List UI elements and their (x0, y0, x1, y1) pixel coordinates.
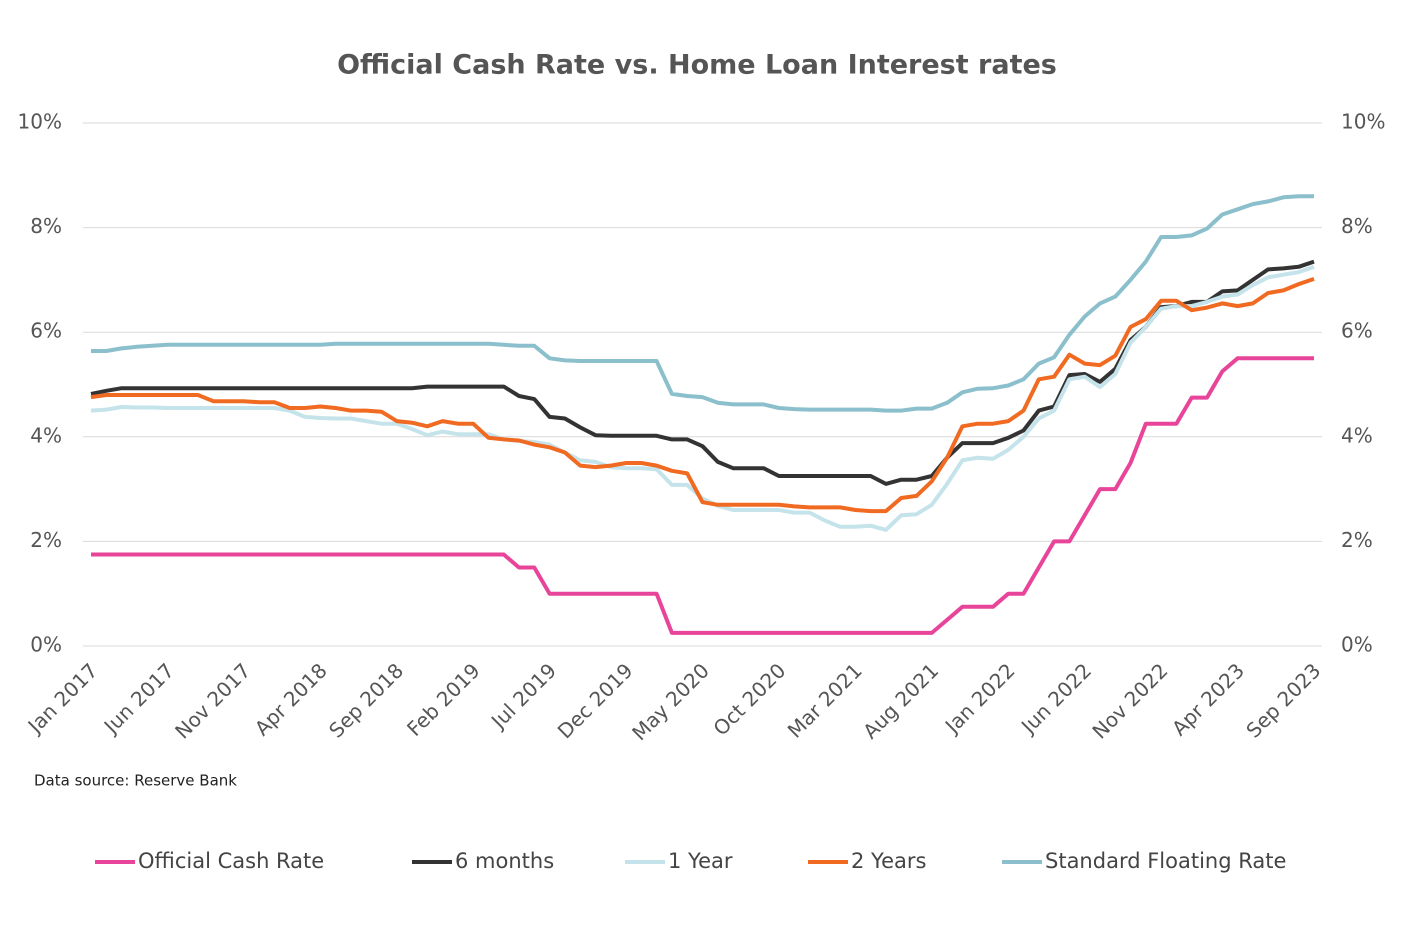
y-tick-label: 6% (30, 319, 62, 343)
x-tick-label: Feb 2019 (402, 658, 484, 740)
x-tick-label: Apr 2023 (1167, 658, 1249, 740)
y-tick-label: 10% (18, 110, 62, 134)
x-tick-label: Jan 2017 (22, 658, 103, 739)
x-tick-label: Jul 2019 (485, 658, 561, 734)
y2-tick-label: 6% (1341, 319, 1373, 343)
y2-tick-label: 8% (1341, 214, 1373, 238)
x-tick-label: Jun 2017 (98, 658, 179, 739)
x-tick-label: Jan 2022 (939, 658, 1020, 739)
series-line (91, 356, 1314, 635)
y-tick-label: 8% (30, 214, 62, 238)
legend-label: Official Cash Rate (138, 849, 324, 873)
x-tick-label: Nov 2022 (1087, 658, 1172, 743)
x-tick-label: Aug 2021 (858, 658, 943, 743)
y-tick-label: 0% (30, 633, 62, 657)
y-tick-label: 2% (30, 528, 62, 552)
x-tick-label: Apr 2018 (250, 658, 332, 740)
source-note: Data source: Reserve Bank (34, 772, 237, 790)
x-tick-label: Mar 2021 (783, 658, 867, 742)
legend-label: 1 Year (668, 849, 733, 873)
x-tick-label: Sep 2018 (324, 658, 408, 742)
x-tick-label: Oct 2020 (708, 658, 790, 740)
y2-tick-label: 2% (1341, 528, 1373, 552)
x-tick-label: May 2020 (627, 658, 714, 745)
x-tick-label: Dec 2019 (553, 658, 638, 743)
x-tick-label: Jun 2022 (1015, 658, 1096, 739)
series-line (91, 194, 1314, 413)
chart-title: Official Cash Rate vs. Home Loan Interes… (337, 50, 1057, 81)
y2-tick-label: 4% (1341, 423, 1373, 447)
series-line (90, 259, 1315, 486)
legend-label: 6 months (455, 849, 554, 873)
series-line (90, 277, 1315, 514)
x-tick-label: Nov 2017 (170, 658, 255, 743)
y-tick-label: 4% (30, 423, 62, 447)
legend-label: Standard Floating Rate (1045, 849, 1286, 873)
x-tick-label: Sep 2023 (1241, 658, 1325, 742)
y2-tick-label: 10% (1341, 110, 1385, 134)
y2-tick-label: 0% (1341, 633, 1373, 657)
legend-label: 2 Years (851, 849, 926, 873)
